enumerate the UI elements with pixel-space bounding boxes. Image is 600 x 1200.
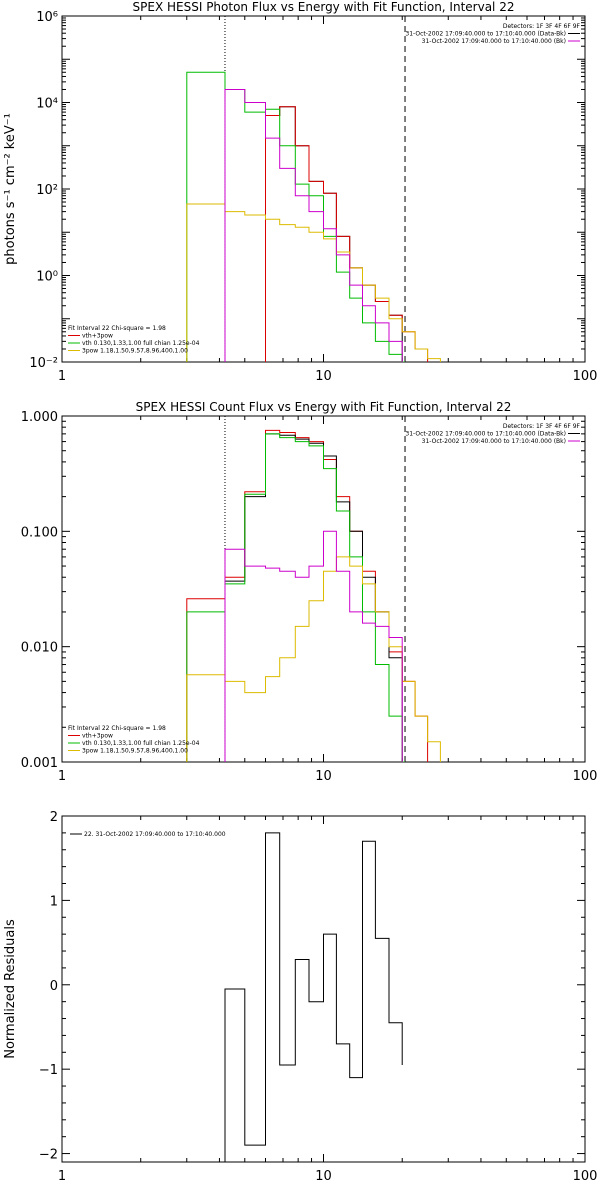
series-line	[224, 832, 403, 1162]
x-tick-label: 10	[315, 769, 332, 784]
chart-panel-2: SPEX HESSI Count Flux vs Energy with Fit…	[21, 400, 598, 784]
y-tick-label: −1	[39, 1063, 58, 1078]
x-tick-label: 100	[573, 769, 598, 784]
legend-top-right-text: 31-Oct-2002 17:09:40.000 to 17:10:40.000…	[422, 438, 566, 445]
series-line	[186, 429, 429, 762]
x-tick-label: 10	[315, 1169, 332, 1184]
legend-top-right-text: 31-Oct-2002 17:09:40.000 to 17:10:40.000…	[405, 31, 566, 38]
chart-title: SPEX HESSI Count Flux vs Energy with Fit…	[136, 400, 512, 414]
legend-bottom-left-text: vth+3pow	[82, 733, 113, 740]
y-tick-label: 10⁴	[36, 97, 58, 112]
chart-panel-3: 1 10 100 −2 −1 0 1 2 Normalized Residuals 22. 31-…	[3, 810, 597, 1184]
series-line	[186, 433, 405, 762]
y-tick-label: 1.000	[21, 410, 58, 425]
y-tick-label: 10²	[36, 183, 58, 198]
legend-top-left-text: 22. 31-Oct-2002 17:09:40.000 to 17:10:40…	[84, 831, 226, 838]
series-group	[186, 71, 441, 362]
legend-top-right-text: 31-Oct-2002 17:09:40.000 to 17:10:40.000…	[422, 38, 566, 45]
x-tick-label: 100	[573, 369, 598, 384]
series-group	[224, 832, 403, 1162]
series-line	[186, 71, 405, 362]
legend-bottom-left-text: Fit Interval 22 Chi-square = 1.98	[68, 725, 166, 732]
legend-bottom-left-text: vth+3pow	[82, 333, 113, 340]
y-tick-label: 0.001	[21, 756, 58, 771]
series-line	[224, 530, 403, 762]
legend-bottom-left-text: vth 0.130,1.33,1.00 full chian 1.25e-04	[82, 740, 200, 747]
x-tick-label: 1	[58, 769, 66, 784]
chart-title: SPEX HESSI Photon Flux vs Energy with Fi…	[133, 0, 515, 14]
y-tick-label: 0	[50, 979, 58, 994]
y-tick-label: 0.010	[21, 641, 58, 656]
series-line	[224, 89, 403, 362]
x-tick-label: 1	[58, 369, 66, 384]
legend-bottom-left-text: vth 0.130,1.33,1.00 full chian 1.25e-04	[82, 340, 200, 347]
legend-top-right-text: 31-Oct-2002 17:09:40.000 to 17:10:40.000…	[405, 431, 566, 438]
legend-top-right-text: Detectors: 1F 3F 4F 6F 9F	[503, 23, 581, 30]
y-tick-label: 10⁶	[36, 10, 58, 25]
x-tick-label: 1	[58, 1169, 66, 1184]
y-tick-label: 2	[50, 810, 58, 825]
y-tick-label: 0.100	[21, 525, 58, 540]
series-line	[265, 106, 403, 362]
legend-bottom-left-text: Fit Interval 22 Chi-square = 1.98	[68, 325, 166, 332]
y-tick-label: 10⁻²	[29, 356, 58, 371]
chart-panel-1: SPEX HESSI Photon Flux vs Energy with Fi…	[3, 0, 597, 384]
series-line	[265, 106, 429, 362]
y-tick-label: 10⁰	[36, 270, 58, 285]
legend-bottom-left-text: 3pow 1.18,1.50,9.57,8.96,400,1.00	[82, 348, 188, 355]
y-axis-label: Normalized Residuals	[3, 919, 18, 1059]
legend-bottom-left-text: 3pow 1.18,1.50,9.57,8.96,400,1.00	[82, 748, 188, 755]
x-tick-label: 100	[573, 1169, 598, 1184]
y-axis-label: photons s⁻¹ cm⁻² keV⁻¹	[3, 113, 18, 265]
y-tick-label: −2	[39, 1148, 58, 1163]
legend-top-right-text: Detectors: 1F 3F 4F 6F 9F	[503, 423, 581, 430]
series-group	[186, 429, 441, 762]
y-tick-label: 1	[50, 894, 58, 909]
x-tick-label: 10	[315, 369, 332, 384]
